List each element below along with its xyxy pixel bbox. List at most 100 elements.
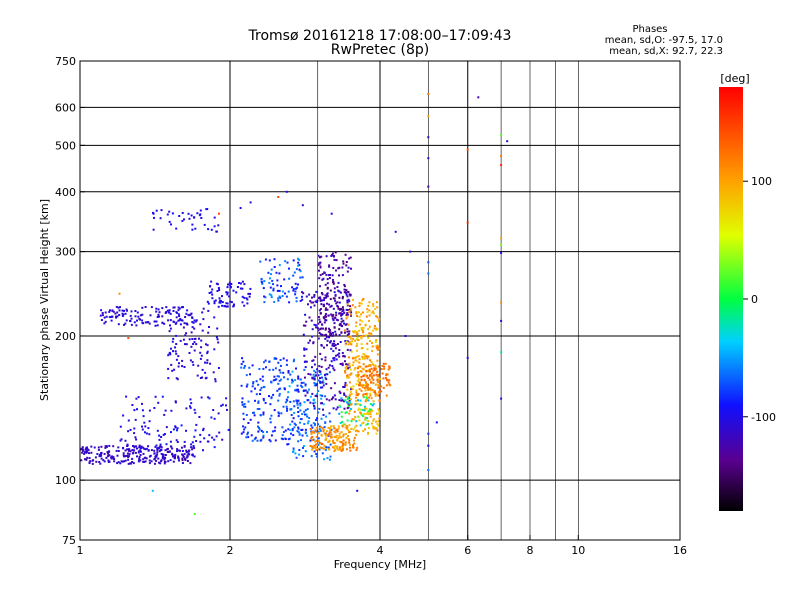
data-point — [86, 456, 89, 459]
data-point — [147, 427, 150, 430]
data-point — [297, 264, 300, 267]
data-point — [193, 327, 196, 330]
data-point — [212, 409, 215, 411]
data-point — [126, 448, 128, 451]
data-point — [248, 366, 251, 369]
data-point — [356, 446, 359, 449]
data-point — [344, 442, 347, 445]
data-point — [368, 408, 371, 411]
data-point — [319, 261, 322, 264]
data-point — [210, 416, 213, 419]
data-point — [86, 450, 88, 453]
data-point — [352, 428, 355, 431]
data-point — [348, 441, 351, 444]
data-point — [339, 341, 342, 343]
colorbar-label: [deg] — [720, 72, 749, 85]
data-point — [277, 297, 279, 300]
data-point — [169, 353, 172, 356]
data-point — [202, 429, 205, 432]
data-point — [100, 309, 103, 312]
data-point — [166, 213, 169, 216]
data-point — [364, 407, 367, 410]
data-point — [190, 443, 193, 446]
data-point — [345, 264, 348, 267]
data-point — [166, 451, 169, 453]
data-point — [227, 428, 230, 431]
data-point — [359, 399, 362, 402]
data-point — [241, 403, 244, 406]
data-point — [278, 379, 281, 382]
data-point — [272, 368, 275, 371]
data-point — [281, 438, 284, 441]
x-tick-label: 2 — [227, 544, 234, 557]
data-point — [129, 462, 132, 465]
y-tick-label: 600 — [55, 101, 76, 114]
data-point — [125, 395, 128, 398]
data-point — [301, 298, 304, 301]
data-point — [353, 410, 356, 413]
data-point — [249, 292, 251, 295]
data-point — [199, 209, 202, 212]
data-point — [84, 458, 87, 461]
data-point — [308, 293, 311, 296]
data-point — [325, 373, 328, 375]
data-point — [354, 359, 357, 362]
data-point — [294, 379, 297, 382]
data-point — [157, 457, 160, 460]
data-point — [362, 353, 365, 355]
data-point — [278, 369, 281, 372]
data-point — [374, 427, 377, 430]
data-point — [110, 457, 113, 460]
data-point — [334, 448, 337, 451]
data-point — [323, 458, 326, 461]
data-point — [156, 429, 159, 432]
data-point — [256, 408, 259, 410]
data-point — [349, 398, 352, 401]
data-point — [262, 434, 265, 437]
data-point — [257, 421, 260, 424]
data-point — [343, 311, 346, 314]
data-point — [208, 397, 211, 400]
data-point — [321, 402, 323, 405]
data-point — [281, 426, 284, 429]
data-point — [304, 383, 307, 386]
data-point — [249, 201, 252, 204]
data-point — [208, 434, 211, 437]
data-point — [333, 394, 336, 397]
data-point — [206, 361, 209, 364]
data-point — [127, 455, 130, 458]
data-point — [341, 297, 344, 300]
data-point — [178, 459, 180, 462]
data-point — [310, 301, 313, 304]
data-point — [171, 369, 174, 372]
data-point — [341, 421, 344, 423]
data-point — [313, 294, 316, 296]
data-point — [270, 268, 273, 271]
data-point — [333, 359, 336, 362]
data-point — [305, 360, 308, 363]
data-point — [346, 425, 348, 428]
data-point — [212, 371, 215, 374]
data-point — [207, 309, 210, 312]
data-point — [258, 368, 261, 370]
data-point — [319, 429, 322, 432]
data-point — [263, 280, 266, 283]
data-point — [277, 196, 280, 198]
data-point — [347, 291, 350, 293]
data-point — [286, 378, 289, 381]
data-point — [365, 370, 368, 373]
data-point — [344, 366, 347, 369]
data-point — [187, 450, 190, 453]
data-point — [333, 342, 336, 345]
data-point — [302, 455, 305, 458]
data-point — [170, 347, 172, 350]
data-point — [334, 436, 337, 439]
data-point — [358, 419, 361, 422]
data-point — [317, 437, 320, 440]
data-point — [123, 460, 125, 463]
data-point — [121, 315, 124, 317]
data-point — [329, 305, 332, 308]
data-point — [194, 411, 197, 414]
data-point — [353, 439, 355, 442]
data-point — [311, 439, 314, 442]
